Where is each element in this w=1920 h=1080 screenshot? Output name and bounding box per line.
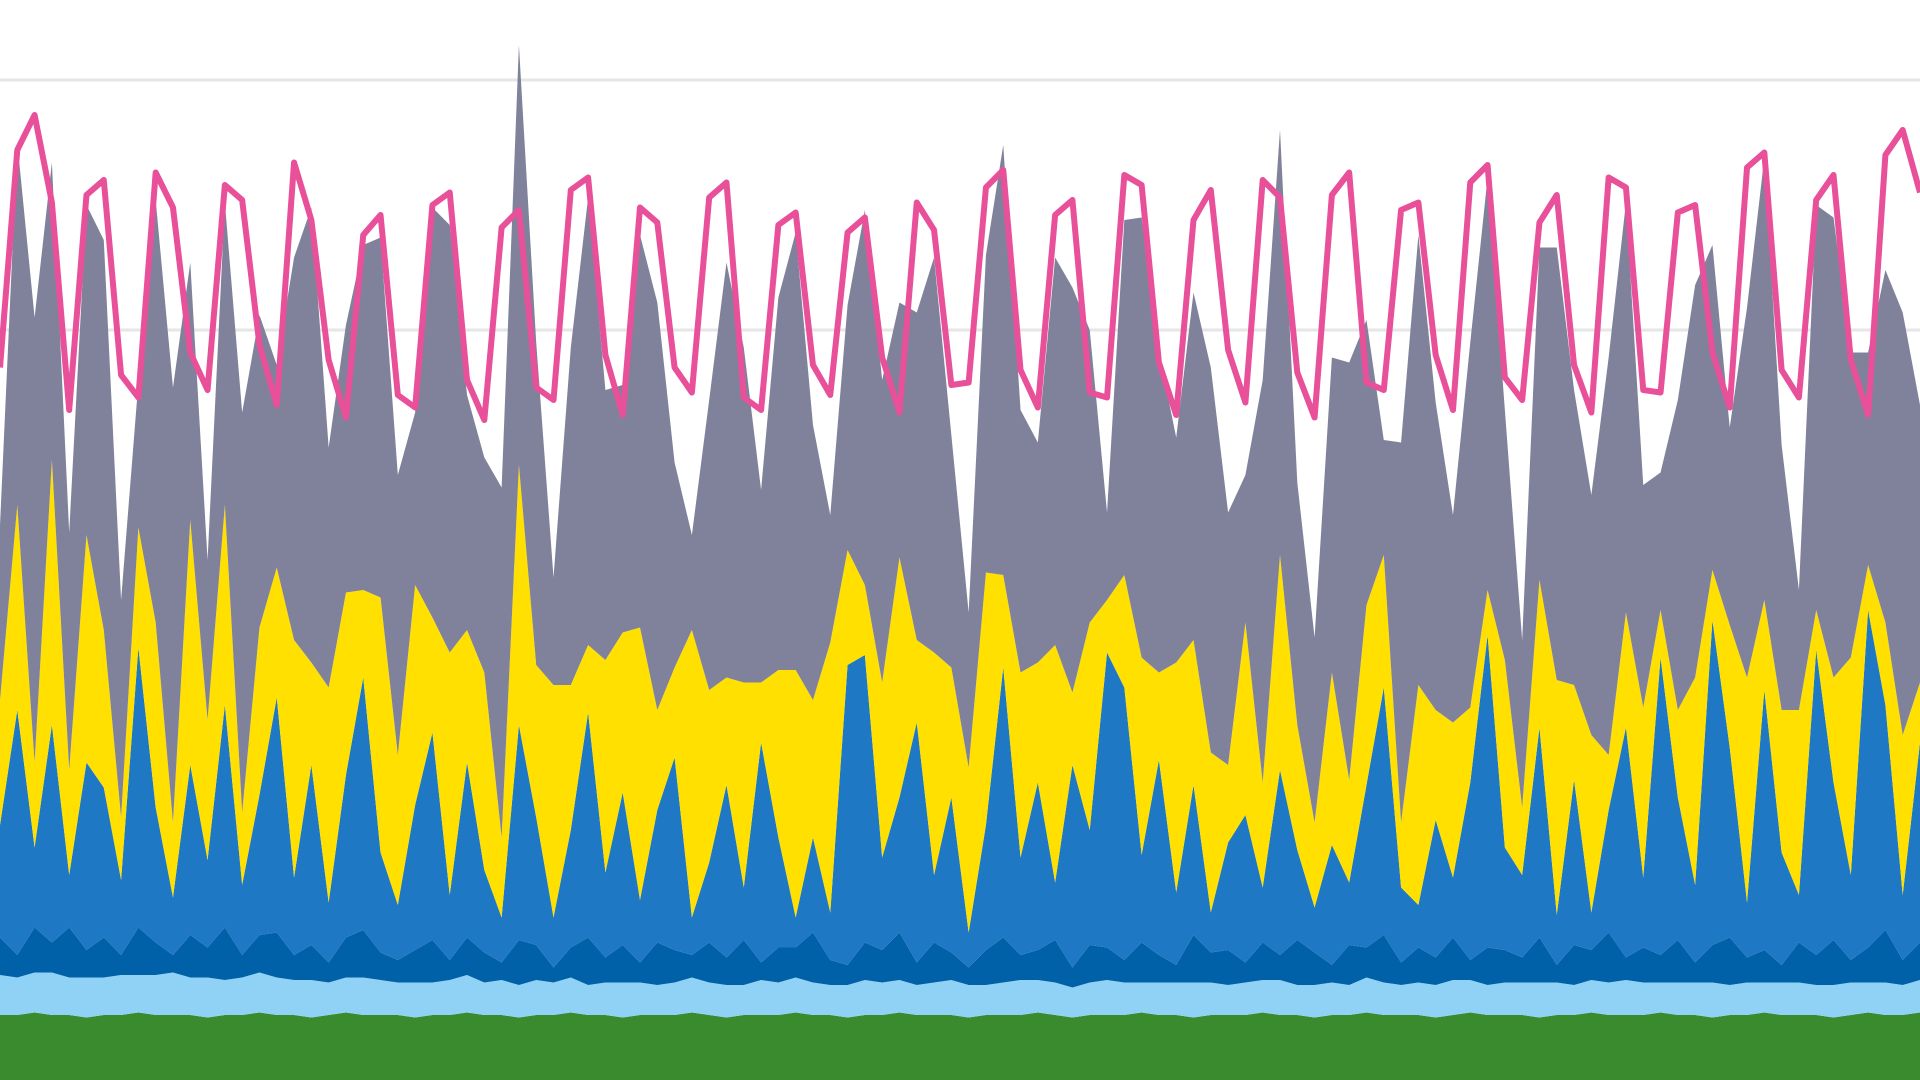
area (0, 610, 1920, 968)
area (0, 460, 1920, 933)
area (0, 927, 1920, 988)
area (0, 1012, 1920, 1080)
line (0, 112, 1920, 423)
area (0, 45, 1920, 838)
